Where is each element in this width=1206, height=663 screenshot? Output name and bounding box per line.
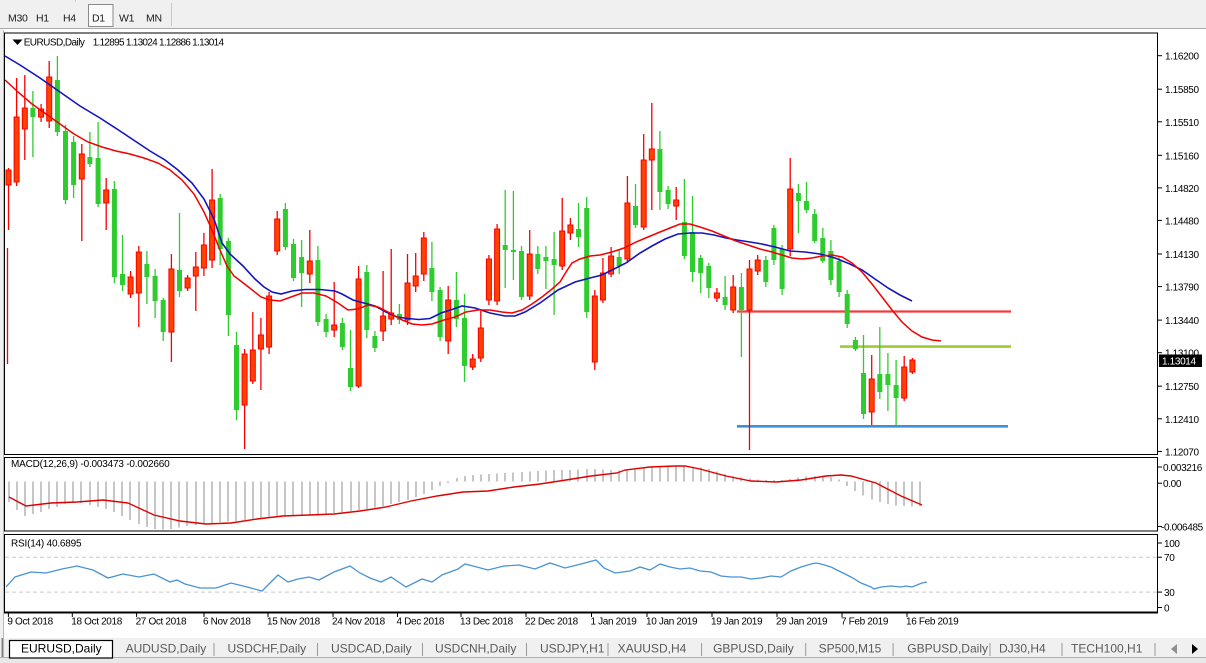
- svg-text:1.15850: 1.15850: [1165, 85, 1199, 96]
- svg-text:1.14820: 1.14820: [1165, 184, 1199, 195]
- svg-text:6 Nov 2018: 6 Nov 2018: [203, 617, 251, 628]
- svg-text:USDCNH,Daily: USDCNH,Daily: [435, 642, 516, 656]
- svg-text:1.14480: 1.14480: [1165, 216, 1199, 227]
- svg-text:1.13790: 1.13790: [1165, 283, 1199, 294]
- svg-text:100: 100: [1164, 539, 1180, 550]
- svg-text:1.14130: 1.14130: [1165, 250, 1199, 261]
- svg-text:1.12070: 1.12070: [1165, 447, 1199, 458]
- svg-text:0: 0: [1164, 604, 1170, 615]
- svg-text:H1: H1: [36, 13, 49, 25]
- svg-text:1.12750: 1.12750: [1165, 382, 1199, 393]
- svg-text:24 Nov 2018: 24 Nov 2018: [332, 617, 386, 628]
- svg-text:EURUSD,Daily: EURUSD,Daily: [21, 642, 102, 656]
- svg-text:GBPUSD,Daily: GBPUSD,Daily: [713, 642, 794, 656]
- svg-text:MN: MN: [146, 13, 162, 25]
- svg-text:1.13014: 1.13014: [1162, 357, 1196, 368]
- svg-text:-0.006485: -0.006485: [1161, 522, 1204, 533]
- svg-text:1.12895 1.13024 1.12886 1.1301: 1.12895 1.13024 1.12886 1.13014: [93, 38, 225, 49]
- svg-text:18 Oct 2018: 18 Oct 2018: [71, 617, 122, 628]
- svg-text:0.00: 0.00: [1163, 479, 1182, 490]
- svg-text:22 Dec 2018: 22 Dec 2018: [525, 617, 579, 628]
- svg-text:10 Jan 2019: 10 Jan 2019: [646, 617, 698, 628]
- svg-text:1.15510: 1.15510: [1165, 118, 1199, 129]
- svg-text:EURUSD,Daily: EURUSD,Daily: [24, 38, 85, 49]
- svg-text:TECH100,H1: TECH100,H1: [1071, 642, 1143, 656]
- svg-text:M30: M30: [8, 13, 28, 25]
- svg-text:7 Feb 2019: 7 Feb 2019: [841, 617, 889, 628]
- svg-text:16 Feb 2019: 16 Feb 2019: [906, 617, 959, 628]
- svg-text:30: 30: [1164, 588, 1175, 599]
- svg-text:4 Dec 2018: 4 Dec 2018: [397, 617, 445, 628]
- svg-text:19 Jan 2019: 19 Jan 2019: [711, 617, 763, 628]
- svg-text:USDJPY,H1: USDJPY,H1: [540, 642, 605, 656]
- svg-text:AUDUSD,Daily: AUDUSD,Daily: [126, 642, 207, 656]
- svg-text:1.16200: 1.16200: [1165, 52, 1199, 63]
- svg-text:DJ30,H4: DJ30,H4: [999, 642, 1046, 656]
- svg-text:9 Oct 2018: 9 Oct 2018: [7, 617, 53, 628]
- svg-text:SP500,M15: SP500,M15: [819, 642, 882, 656]
- svg-text:XAUUSD,H4: XAUUSD,H4: [618, 642, 687, 656]
- svg-text:D1: D1: [92, 13, 105, 25]
- svg-text:1 Jan 2019: 1 Jan 2019: [591, 617, 638, 628]
- svg-text:27 Oct 2018: 27 Oct 2018: [136, 617, 187, 628]
- svg-text:15 Nov 2018: 15 Nov 2018: [267, 617, 321, 628]
- svg-text:USDCAD,Daily: USDCAD,Daily: [331, 642, 412, 656]
- svg-text:0.003216: 0.003216: [1163, 463, 1203, 474]
- svg-text:W1: W1: [119, 13, 135, 25]
- svg-text:USDCHF,Daily: USDCHF,Daily: [228, 642, 307, 656]
- svg-text:13 Dec 2018: 13 Dec 2018: [460, 617, 514, 628]
- svg-text:1.12410: 1.12410: [1165, 415, 1199, 426]
- svg-text:RSI(14) 40.6895: RSI(14) 40.6895: [11, 539, 82, 550]
- svg-text:H4: H4: [63, 13, 76, 25]
- svg-text:1.13100: 1.13100: [1165, 349, 1199, 360]
- svg-text:GBPUSD,Daily: GBPUSD,Daily: [907, 642, 988, 656]
- svg-text:MACD(12,26,9) -0.003473 -0.002: MACD(12,26,9) -0.003473 -0.002660: [11, 459, 170, 470]
- svg-text:70: 70: [1164, 553, 1175, 564]
- svg-text:1.13440: 1.13440: [1165, 316, 1199, 327]
- svg-text:29 Jan 2019: 29 Jan 2019: [776, 617, 828, 628]
- svg-text:1.15160: 1.15160: [1165, 151, 1199, 162]
